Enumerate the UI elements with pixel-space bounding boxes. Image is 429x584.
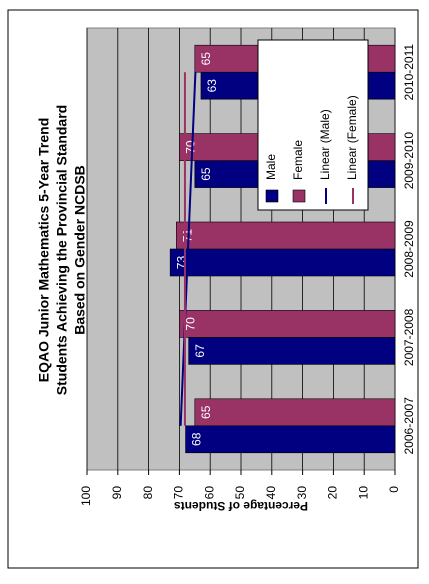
y-tick-label: 50: [233, 486, 247, 500]
data-label: 70: [184, 140, 198, 154]
y-tick-label: 80: [141, 486, 155, 500]
legend-label: Linear (Male): [318, 109, 332, 180]
data-label: 65: [199, 167, 213, 181]
legend-label: Linear (Female): [345, 95, 359, 180]
bar: [194, 398, 396, 427]
legend-box: [257, 39, 369, 211]
legend-label: Male: [264, 154, 278, 180]
y-tick-label: 100: [79, 486, 93, 506]
y-tick-label: 0: [387, 486, 401, 493]
bar: [169, 248, 396, 277]
chart-title: EQAO Junior Mathematics 5-Year Trend: [36, 118, 52, 383]
data-label: 65: [199, 405, 213, 419]
legend-swatch: [292, 189, 306, 203]
y-tick-label: 90: [110, 486, 124, 500]
legend-label: Female: [291, 140, 305, 180]
y-tick-label: 70: [172, 486, 186, 500]
data-label: 68: [190, 432, 204, 446]
y-tick-label: 10: [356, 486, 370, 500]
x-tick-label: 2007-2008: [402, 308, 416, 366]
y-axis-label: Percentage of Students: [174, 499, 308, 513]
chart-title: Based on Gender NCDSB: [72, 165, 88, 335]
chart-title: Students Achieving the Provincial Standa…: [54, 105, 70, 395]
x-tick-label: 2010-2011: [402, 44, 416, 101]
y-tick-label: 20: [326, 486, 340, 500]
bar: [176, 221, 396, 250]
x-tick-label: 2009-2010: [402, 132, 416, 190]
bar: [188, 337, 396, 365]
data-label: 70: [184, 317, 198, 331]
chart-rotated: EQAO Junior Mathematics 5-Year Trend Stud…: [7, 9, 419, 569]
x-tick-label: 2008-2009: [402, 220, 416, 278]
x-tick-label: 2006-2007: [402, 397, 416, 455]
bar: [185, 425, 396, 454]
legend-swatch: [265, 189, 279, 203]
data-label: 73: [174, 256, 188, 270]
data-label: 65: [199, 52, 213, 66]
bar: [179, 310, 396, 338]
y-tick-label: 60: [202, 486, 216, 500]
data-label: 63: [205, 79, 219, 93]
trend-line: [179, 72, 197, 426]
data-label: 67: [193, 344, 207, 358]
y-tick-label: 40: [264, 486, 278, 500]
y-tick-label: 30: [295, 486, 309, 500]
